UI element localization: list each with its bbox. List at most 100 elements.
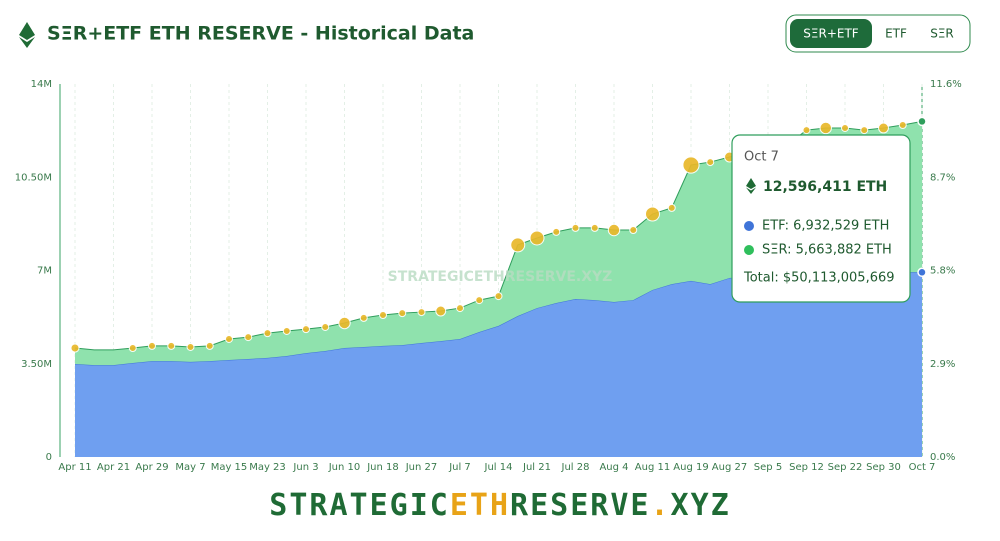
x-tick-label: Apr 11 [58,462,91,473]
purchase-bubble [359,313,368,322]
tooltip-date: Oct 7 [744,150,779,165]
purchase-bubble [435,305,447,317]
purchase-bubble [225,334,233,343]
x-tick-label: Oct 7 [909,462,936,473]
x-tick-label: Jul 21 [522,462,551,473]
purchase-bubble [244,333,253,342]
purchase-bubble [706,158,715,167]
purchase-bubble [552,227,561,236]
purchase-bubble [321,322,330,331]
x-tick-label: Jun 18 [366,462,399,473]
tooltip-total: 12,596,411 ETH [763,179,887,195]
purchase-bubble [456,304,464,313]
y-tick-label: 10.50M [15,172,52,183]
purchase-bubble [379,310,387,319]
purchase-bubble [860,126,869,135]
x-tick-label: Aug 27 [712,462,747,473]
x-tick-label: Sep 22 [828,462,863,473]
x-tick-label: May 15 [211,462,248,473]
footer-part: RESERVE [510,488,650,523]
purchase-bubble [898,121,907,130]
y2-tick-label: 2.9% [930,359,955,370]
purchase-bubble [338,316,351,330]
x-tick-label: Jul 7 [448,462,471,473]
y2-tick-label: 8.7% [930,172,955,183]
x-tick-label: Apr 21 [97,462,130,473]
purchase-bubble [494,292,503,301]
title: SΞR+ETF ETH RESERVE - Historical Data [47,23,474,45]
footer-part: XYZ [671,488,731,523]
y-tick-label: 3.50M [21,359,52,370]
purchase-bubble [529,230,545,246]
x-tick-label: May 23 [249,462,286,473]
purchase-bubble [205,341,214,350]
x-tick-label: Jun 10 [328,462,361,473]
purchase-bubble [682,156,700,174]
legend-dot [744,221,754,231]
purchase-bubble [282,326,291,335]
toggle-button[interactable]: ETF [885,27,907,41]
x-tick-label: Jul 14 [484,462,513,473]
legend-dot [744,245,754,255]
hover-dot [917,267,927,278]
eth-icon [746,187,756,194]
x-tick-label: Sep 30 [866,462,901,473]
y2-tick-label: 0.0% [930,452,955,463]
hover-dot [917,116,927,127]
x-tick-label: May 7 [175,462,205,473]
purchase-bubble [841,123,849,132]
footer-part: STRATEGIC [269,488,450,523]
purchase-bubble [510,237,526,253]
purchase-bubble [571,223,580,232]
x-tick-label: Sep 12 [789,462,824,473]
x-tick-label: Aug 4 [599,462,628,473]
y2-tick-label: 5.8% [930,266,955,277]
x-tick-label: Aug 11 [635,462,670,473]
purchase-bubble [629,226,638,235]
purchase-bubble [802,126,811,135]
eth-logo [19,22,35,48]
y-tick-label: 0 [46,452,52,463]
tooltip-etf: ETF: 6,932,529 ETH [762,219,889,234]
footer-part: ETH [450,488,510,523]
purchase-bubble [667,203,676,212]
y-tick-label: 7M [37,266,52,277]
purchase-bubble [417,308,426,317]
purchase-bubble [878,122,889,134]
x-tick-label: Aug 19 [673,462,708,473]
tooltip-ser: SΞR: 5,663,882 ETH [762,243,892,258]
purchase-bubble [70,343,80,353]
tooltip-box [731,134,911,303]
tooltip-usd: Total: $50,113,005,669 [743,271,895,286]
purchase-bubble [475,296,484,305]
purchase-bubble [398,309,407,318]
x-tick-label: Jun 3 [292,462,318,473]
purchase-bubble [263,329,272,338]
purchase-bubble [167,341,176,350]
eth-icon [746,178,756,189]
y2-tick-label: 11.6% [930,79,962,90]
footer-part: . [650,488,670,523]
toggle-button[interactable]: SΞR+ETF [803,27,859,41]
watermark: STRATEGICETHRESERVE.XYZ [388,269,613,285]
tooltip: Oct 7 12,596,411 ETH ETF: 6,932,529 ETH … [731,134,911,303]
x-tick-label: Apr 29 [135,462,168,473]
footer-logo: STRATEGICETHRESERVE.XYZ [269,488,730,523]
purchase-bubble [302,325,310,334]
purchase-bubble [148,341,156,350]
x-tick-label: Sep 5 [754,462,782,473]
purchase-bubble [186,342,195,351]
area [75,121,922,366]
purchase-bubble [819,121,832,135]
x-tick-label: Jun 27 [405,462,438,473]
purchase-bubble [645,206,660,222]
purchase-bubble [607,223,621,237]
x-tick-label: Jul 28 [561,462,590,473]
purchase-bubble [128,344,137,353]
purchase-bubble [590,223,599,232]
y-tick-label: 14M [31,79,52,90]
area [75,272,922,457]
toggle-button[interactable]: SΞR [930,27,954,41]
